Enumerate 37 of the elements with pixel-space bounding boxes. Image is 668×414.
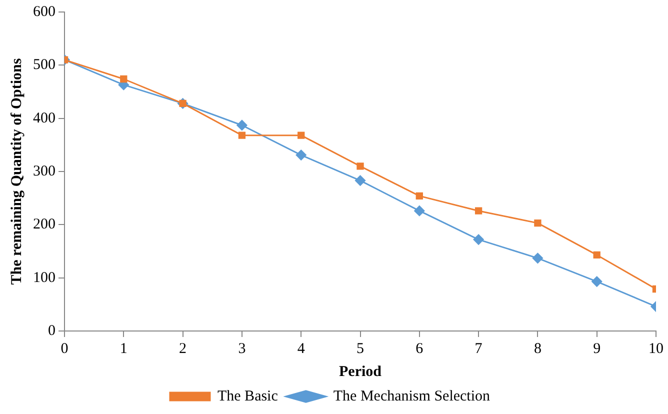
y-tick-label: 300 — [33, 163, 56, 180]
x-tick-label: 1 — [120, 340, 128, 357]
legend-label: The Basic — [217, 388, 278, 404]
x-tick-label: 6 — [416, 340, 424, 357]
x-tick-label: 2 — [179, 340, 187, 357]
y-tick-label: 100 — [33, 270, 56, 286]
x-tick-label: 5 — [356, 340, 364, 357]
x-tick-label: 0 — [60, 340, 68, 357]
x-tick-label: 4 — [297, 340, 306, 357]
point — [236, 120, 248, 130]
point — [120, 75, 128, 83]
x-tick-label: 8 — [534, 340, 542, 357]
y-tick-label: 500 — [33, 57, 56, 74]
point — [414, 206, 425, 216]
point — [298, 132, 305, 139]
x-tick-label: 3 — [238, 340, 246, 357]
point — [592, 276, 602, 287]
x-tick-label: 7 — [474, 340, 483, 357]
y-axis-title: The remaining Quantity of Options — [8, 58, 25, 285]
legend-label: The Mechanism Selection — [333, 388, 491, 404]
point — [355, 175, 366, 186]
x-tick-label: 9 — [593, 340, 601, 357]
point — [593, 251, 600, 259]
x-axis-title: Period — [339, 364, 382, 380]
point — [296, 150, 306, 160]
point — [356, 162, 364, 170]
y-tick-label: 600 — [33, 4, 56, 20]
point — [238, 132, 246, 139]
y-tick-label: 200 — [33, 216, 56, 233]
x-tick-label: 10 — [648, 340, 664, 357]
point — [416, 192, 423, 200]
point — [534, 219, 542, 227]
point — [474, 207, 482, 214]
point — [532, 252, 543, 264]
point — [473, 234, 484, 245]
y-tick-label: 400 — [33, 110, 56, 126]
y-tick-label: 0 — [48, 322, 56, 339]
